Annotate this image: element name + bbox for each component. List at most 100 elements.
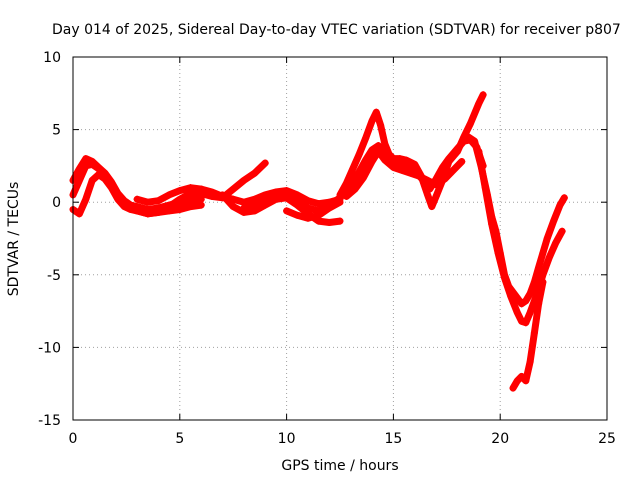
tick-labels: 0 5 10 15 20 25 -15 -10 -5 0 5 10 xyxy=(38,50,616,447)
data-point xyxy=(283,191,291,199)
data-point xyxy=(396,155,404,163)
data-point xyxy=(556,201,564,209)
data-point xyxy=(283,207,291,215)
data-point xyxy=(432,181,440,189)
data-point xyxy=(127,205,135,213)
data-point xyxy=(530,329,538,337)
data-point xyxy=(304,214,312,222)
data-point xyxy=(304,197,312,205)
data-point xyxy=(325,204,333,212)
data-point xyxy=(82,195,90,203)
data-point xyxy=(539,278,547,286)
data-point xyxy=(362,156,370,164)
data-point xyxy=(402,156,410,164)
data-point xyxy=(355,168,363,176)
data-point xyxy=(229,185,237,193)
data-point xyxy=(398,166,406,174)
data-point xyxy=(475,99,483,107)
data-point xyxy=(229,203,237,211)
data-point xyxy=(95,171,103,179)
series-track-14 xyxy=(509,278,547,392)
data-point xyxy=(543,235,551,242)
data-point xyxy=(251,201,259,209)
data-point xyxy=(272,192,280,200)
x-tick-label: 10 xyxy=(278,431,296,447)
data-point xyxy=(526,309,534,317)
x-tick-label: 25 xyxy=(598,431,616,447)
data-point xyxy=(481,184,489,192)
data-point xyxy=(530,278,538,286)
series-track-13 xyxy=(475,147,566,327)
y-tick-label: 5 xyxy=(52,123,61,139)
data-point xyxy=(304,204,312,212)
data-point xyxy=(464,133,472,141)
series-track-3 xyxy=(69,171,205,218)
data-point xyxy=(349,178,357,186)
data-point xyxy=(261,159,269,167)
series-track-11 xyxy=(342,147,466,200)
data-point xyxy=(513,309,521,317)
data-point xyxy=(475,147,483,155)
data-point xyxy=(550,217,558,225)
data-point xyxy=(535,300,543,308)
data-point xyxy=(75,210,83,218)
data-point xyxy=(336,194,344,202)
data-point xyxy=(293,197,301,205)
y-tick-label: -10 xyxy=(38,340,61,356)
data-point xyxy=(453,144,461,152)
data-point xyxy=(315,200,323,208)
x-tick-label: 5 xyxy=(175,431,184,447)
data-point xyxy=(374,147,382,155)
data-point xyxy=(186,189,194,197)
data-point xyxy=(197,201,205,209)
data-point xyxy=(154,208,162,216)
data-point xyxy=(351,185,359,193)
data-point xyxy=(372,108,380,116)
data-point xyxy=(518,300,526,308)
y-tick-label: 10 xyxy=(43,50,61,66)
data-point xyxy=(336,217,344,225)
data-point xyxy=(362,134,370,142)
data-point xyxy=(208,188,216,196)
series-line xyxy=(283,198,344,222)
x-tick-label: 15 xyxy=(384,431,402,447)
data-point xyxy=(507,293,515,301)
series-line xyxy=(336,91,487,211)
data-point xyxy=(389,163,397,171)
plot-frame xyxy=(72,56,608,421)
data-point xyxy=(176,195,184,203)
data-point xyxy=(406,169,414,177)
data-point xyxy=(488,220,496,228)
series-line xyxy=(509,278,547,392)
data-series xyxy=(69,91,568,392)
series-track-9 xyxy=(336,91,487,211)
x-tick-label: 20 xyxy=(491,431,509,447)
data-point xyxy=(424,191,432,199)
data-point xyxy=(368,158,376,166)
series-track-5 xyxy=(165,185,344,211)
data-point xyxy=(368,117,376,125)
data-point xyxy=(165,191,173,199)
data-point xyxy=(240,204,248,212)
data-point xyxy=(545,253,553,261)
data-point xyxy=(539,271,547,279)
data-point xyxy=(133,207,141,215)
grid-lines xyxy=(73,57,607,420)
data-point xyxy=(415,172,423,180)
data-point xyxy=(522,297,530,305)
data-point xyxy=(251,169,259,177)
data-point xyxy=(522,377,530,385)
x-tick-label: 0 xyxy=(69,431,78,447)
data-point xyxy=(197,185,205,193)
data-point xyxy=(144,210,152,218)
data-point xyxy=(471,137,479,145)
chart-title: Day 014 of 2025, Sidereal Day-to-day VTE… xyxy=(52,22,621,38)
data-point xyxy=(359,174,367,182)
data-point xyxy=(518,317,526,325)
y-tick-label: 0 xyxy=(52,195,61,211)
data-point xyxy=(535,264,543,272)
data-point xyxy=(460,137,468,145)
data-point xyxy=(120,203,128,211)
data-point xyxy=(154,197,162,205)
